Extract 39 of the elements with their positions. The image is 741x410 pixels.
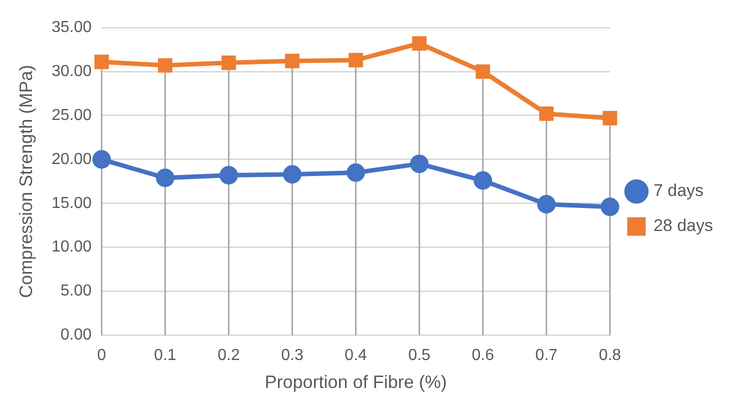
legend-label: 7 days	[653, 181, 704, 200]
x-tick-label: 0	[97, 347, 106, 364]
legend-label: 28 days	[653, 216, 714, 236]
y-tick-label: 15.00	[52, 194, 92, 212]
point	[476, 64, 490, 79]
point	[410, 154, 429, 174]
point	[283, 165, 302, 184]
point	[222, 56, 236, 70]
x-tick-label: 0.1	[154, 347, 176, 364]
point	[412, 36, 427, 51]
point	[219, 166, 238, 184]
point	[346, 163, 366, 182]
x-tick-label: 0.3	[281, 347, 304, 364]
point	[285, 54, 300, 68]
y-tick-label: 35.00	[52, 19, 92, 36]
point	[539, 106, 554, 121]
point	[537, 195, 556, 214]
x-tick-label: 0.7	[535, 347, 558, 364]
point	[474, 171, 492, 190]
x-tick-label: 0.2	[218, 347, 240, 364]
point	[94, 54, 109, 70]
y-tick-label: 25.00	[52, 106, 92, 124]
x-axis-title: Proportion of Fibre (%)	[264, 372, 447, 392]
y-tick-label: 30.00	[52, 62, 92, 80]
y-axis-title: Compression Strength (MPa)	[16, 64, 36, 298]
point	[348, 52, 363, 68]
x-tick-label: 0.8	[598, 347, 622, 364]
x-tick-label: 0.4	[344, 347, 368, 364]
y-tick-label: 10.00	[52, 238, 92, 256]
point	[600, 198, 620, 216]
y-tick-label: 20.00	[52, 150, 92, 168]
x-tick-label: 0.6	[472, 347, 494, 364]
x-tick-label: 0.5	[408, 347, 431, 364]
point	[602, 110, 618, 126]
point	[156, 168, 174, 188]
y-tick-label: 0.00	[60, 326, 92, 344]
point	[92, 150, 111, 169]
y-tick-label: 5.00	[60, 282, 92, 300]
point	[158, 58, 172, 73]
